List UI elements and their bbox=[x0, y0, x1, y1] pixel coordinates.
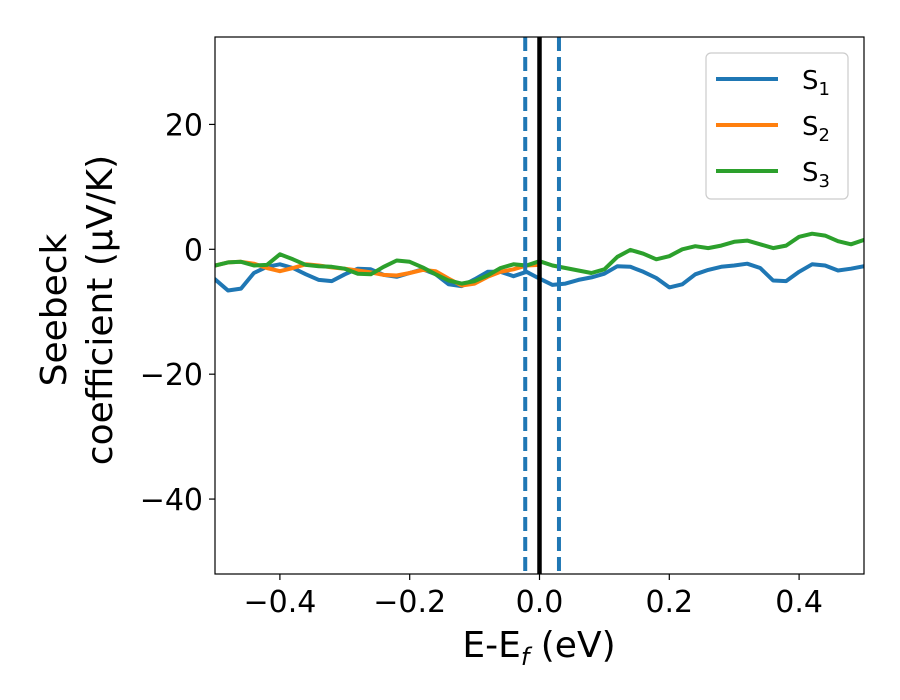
vertical-lines bbox=[523, 37, 561, 574]
legend-label-2: S2 bbox=[802, 112, 830, 146]
legend-label-1: S1 bbox=[802, 66, 830, 100]
legend: S1 S2 S3 bbox=[705, 52, 849, 200]
legend-entries: S1 S2 S3 bbox=[716, 66, 830, 192]
y-tick-label: 20 bbox=[165, 108, 203, 143]
x-axis-ticks: −0.4 −0.2 0.0 0.2 0.4 bbox=[243, 574, 823, 620]
y-tick-label: −40 bbox=[140, 483, 203, 518]
y-axis-label-line2: coefficient (μV/K) bbox=[80, 155, 121, 465]
x-tick-label: 0.0 bbox=[516, 585, 564, 620]
y-tick-label: −20 bbox=[140, 358, 203, 393]
x-tick-label: −0.4 bbox=[243, 585, 316, 620]
legend-label-3: S3 bbox=[802, 158, 830, 192]
x-axis-label: E-Ef (eV) bbox=[462, 625, 615, 671]
y-axis-label-line1: Seebeck bbox=[34, 233, 75, 386]
x-tick-label: −0.2 bbox=[373, 585, 446, 620]
y-axis-ticks: −40 −20 0 20 bbox=[140, 108, 215, 518]
x-tick-label: 0.2 bbox=[645, 585, 693, 620]
x-axis-label-unit: (eV) bbox=[529, 625, 615, 666]
x-tick-label: 0.4 bbox=[775, 585, 823, 620]
y-tick-label: 0 bbox=[184, 233, 203, 268]
